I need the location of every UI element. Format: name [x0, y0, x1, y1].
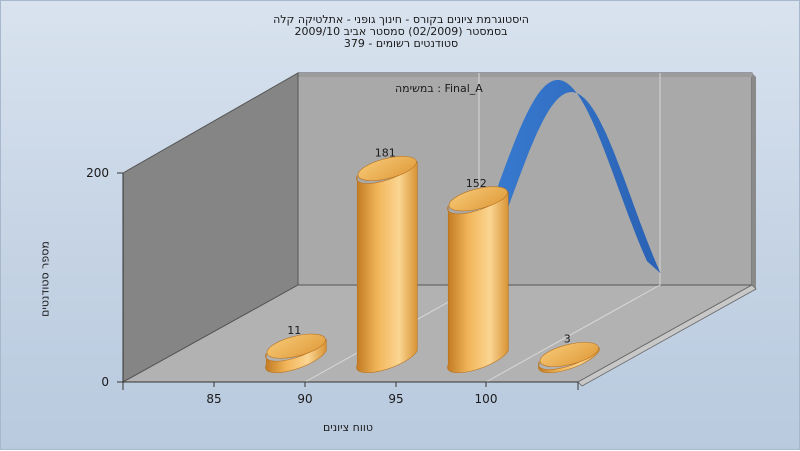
y-tick-label-200: 200 [86, 166, 109, 180]
bar-body [447, 191, 509, 373]
floor-front-edge [577, 284, 757, 387]
bar-cap [539, 342, 599, 367]
right-wall-edge [752, 73, 756, 289]
bar-152: 152 [447, 177, 509, 373]
y-tick-label-0: 0 [101, 375, 109, 389]
bar-181: 181 [356, 146, 418, 373]
bar-body [265, 338, 327, 373]
bar-body [538, 347, 600, 373]
bar-cap [357, 156, 417, 181]
bar-value-label: 181 [375, 146, 396, 159]
y-axis-title: מספר סטודנטים [38, 241, 52, 317]
chart-title: היסטוגרמת ציונים בקורס - חינוך גופני - א… [273, 13, 529, 26]
bar-cap [448, 186, 508, 212]
x-axis-title: טווח ציונים [323, 421, 373, 434]
bar-3: 3 [538, 332, 600, 373]
x-tick-label-95: 95 [388, 392, 403, 406]
bar-cap [266, 333, 326, 359]
bar-11: 11 [265, 324, 327, 373]
chart-subtitle-semester: בסמסטר (02/2009) סמסטר אביב 2009/10 [294, 25, 508, 38]
bar-value-label: 152 [466, 177, 487, 190]
bar-value-label: 11 [287, 324, 301, 337]
curve-annotation: Final_A : במשימה [395, 82, 483, 95]
x-tick-label-90: 90 [297, 392, 312, 406]
bar-body [356, 161, 418, 373]
bars-layer: 11 181 152 3 [265, 146, 600, 373]
back-wall-top-edge [298, 73, 752, 77]
x-tick-label-100: 100 [475, 392, 498, 406]
bar-value-label: 3 [564, 332, 571, 345]
floor-gridline-100 [485, 284, 661, 383]
chart-subtitle-registered: סטודנטים רשומים - 379 [343, 37, 459, 50]
x-tick-label-85: 85 [206, 392, 221, 406]
